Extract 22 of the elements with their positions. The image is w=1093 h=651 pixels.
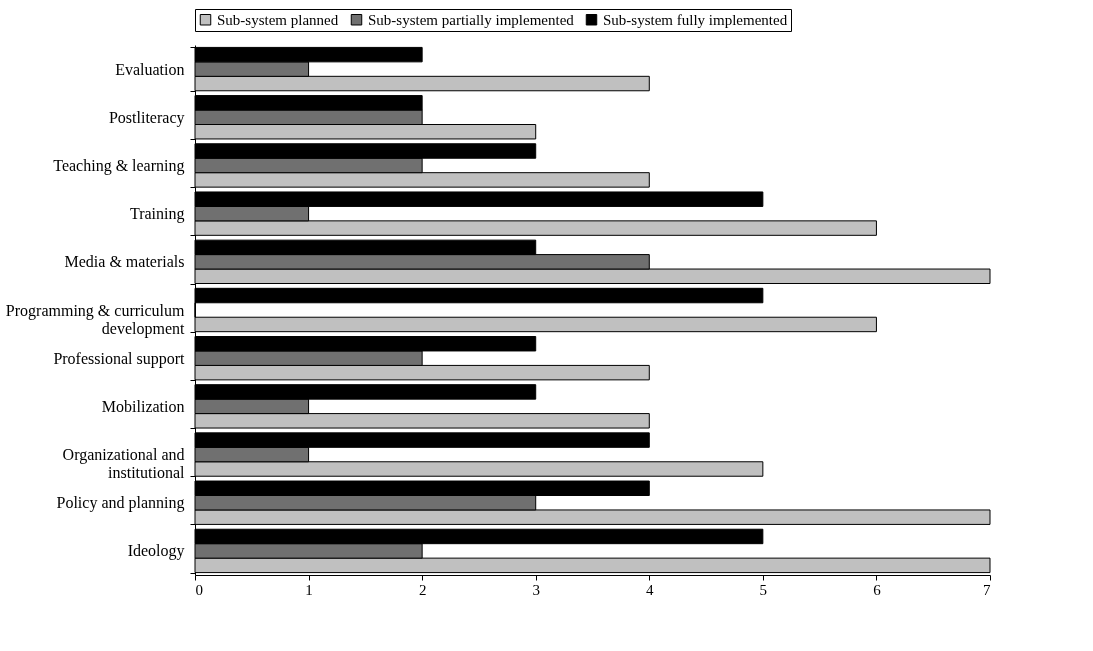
legend-label: Sub-system planned xyxy=(217,11,339,28)
y-tick-label: Evaluation xyxy=(115,60,185,78)
x-tick-label: 3 xyxy=(532,581,540,598)
x-tick-label: 6 xyxy=(873,581,882,598)
y-tick-label: Mobilization xyxy=(101,397,185,415)
y-tick-label: Policy and planning xyxy=(56,494,185,513)
x-tick-label: 1 xyxy=(305,581,313,598)
x-tick-label: 2 xyxy=(418,581,427,598)
y-tick-label: Training xyxy=(129,205,185,224)
legend-label: Sub-system fully implemented xyxy=(603,11,788,28)
legend-label: Sub-system partially implemented xyxy=(368,11,575,28)
x-tick-label: 5 xyxy=(759,581,768,598)
y-tick-label: Ideology xyxy=(127,542,185,561)
y-tick-label: Teaching & learning xyxy=(53,156,185,175)
x-tick-label: 4 xyxy=(646,581,655,598)
y-tick-label: Media & materials xyxy=(64,253,185,271)
y-tick-label: Programming & curriculum development xyxy=(5,301,186,338)
y-tick-label: Postliteracy xyxy=(108,108,185,127)
y-tick-label: Professional support xyxy=(53,349,186,368)
x-tick-label: 0 xyxy=(195,581,203,598)
y-tick-label: Organizational and institutional xyxy=(62,446,186,482)
x-tick-label: 7 xyxy=(983,581,991,598)
